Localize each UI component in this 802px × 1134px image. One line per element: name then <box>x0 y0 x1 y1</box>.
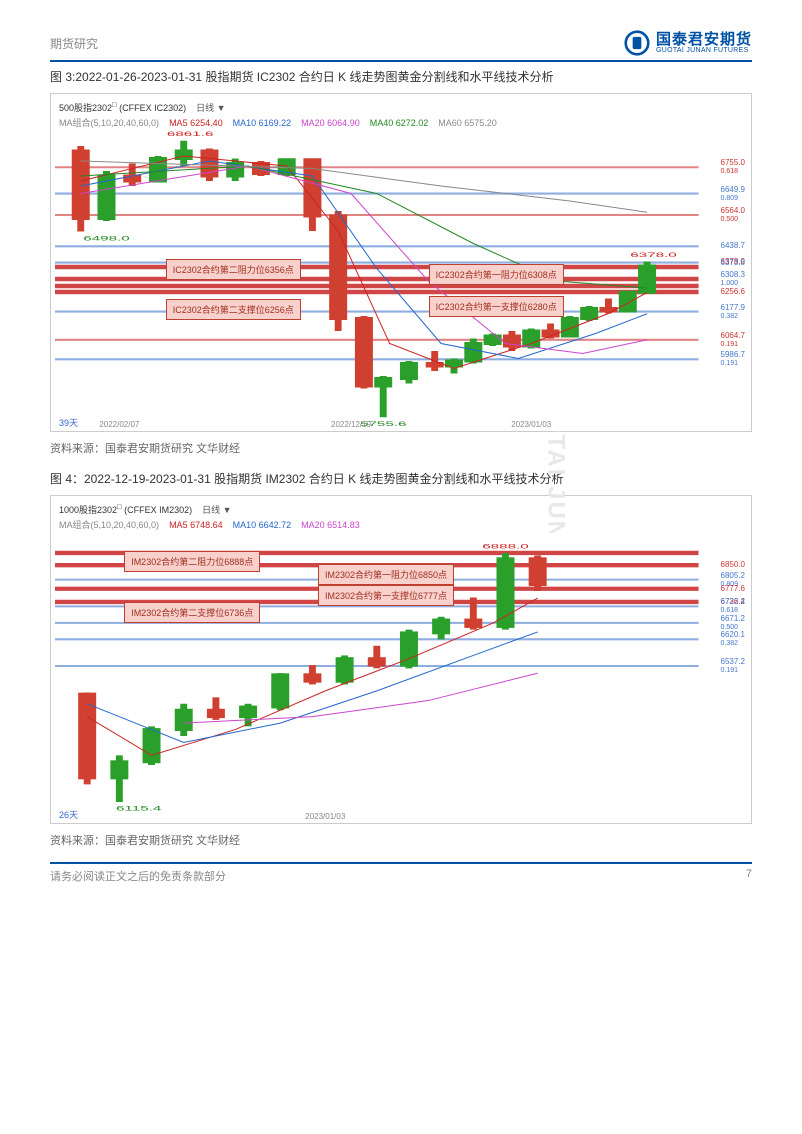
chart-bar-count: 39天 <box>59 416 78 429</box>
logo-en: GUOTAI JUNAN FUTURES <box>656 47 752 54</box>
logo-icon <box>624 30 650 56</box>
page-header: 期货研究 国泰君安期货 GUOTAI JUNAN FUTURES <box>50 30 752 56</box>
svg-text:6861.6: 6861.6 <box>167 131 214 138</box>
figure-source: 资料来源：国泰君安期货研究 文华财经 <box>50 440 752 456</box>
chart-ma-legend: MA组合(5,10,20,40,60,0)MA5 6748.64MA10 664… <box>55 518 747 533</box>
figure-source: 资料来源：国泰君安期货研究 文华财经 <box>50 832 752 848</box>
page-footer: 请务必阅读正文之后的免责条款部分 7 <box>50 868 752 884</box>
candlestick-chart: 1000股指2302□ (CFFEX IM2302) 日线 ▼ MA组合(5,1… <box>50 495 752 824</box>
doc-title: 期货研究 <box>50 35 98 52</box>
svg-text:6888.0: 6888.0 <box>482 543 529 550</box>
chart-instrument-header: 500股指2302□ (CFFEX IC2302) 日线 ▼ <box>55 98 747 116</box>
header-rule <box>50 60 752 62</box>
footer-rule <box>50 862 752 864</box>
disclaimer-text: 请务必阅读正文之后的免责条款部分 <box>50 868 226 884</box>
chart-annotation: IC2302合约第一阻力位6308点 <box>429 264 564 285</box>
chart-annotation: IC2302合约第一支撑位6280点 <box>429 296 564 317</box>
svg-text:6498.0: 6498.0 <box>83 235 130 242</box>
figure-title: 图 3:2022-01-26-2023-01-31 股指期货 IC2302 合约… <box>50 68 752 85</box>
chart-annotation: IM2302合约第一阻力位6850点 <box>318 564 454 585</box>
chart-annotation: IM2302合约第一支撑位6777点 <box>318 585 454 606</box>
svg-text:6115.4: 6115.4 <box>116 805 162 812</box>
chart-annotation: IM2302合约第二阻力位6888点 <box>124 551 260 572</box>
svg-text:6378.0: 6378.0 <box>630 251 677 258</box>
company-logo: 国泰君安期货 GUOTAI JUNAN FUTURES <box>624 30 752 56</box>
figure-title: 图 4：2022-12-19-2023-01-31 股指期货 IM2302 合约… <box>50 470 752 487</box>
chart-annotation: IM2302合约第二支撑位6736点 <box>124 602 260 623</box>
chart-instrument-header: 1000股指2302□ (CFFEX IM2302) 日线 ▼ <box>55 500 747 518</box>
chart-bar-count: 26天 <box>59 808 78 821</box>
logo-cn: 国泰君安期货 <box>656 32 752 47</box>
chart-annotation: IC2302合约第二阻力位6356点 <box>166 259 301 280</box>
page-number: 7 <box>746 868 752 884</box>
chart-ma-legend: MA组合(5,10,20,40,60,0)MA5 6254.40MA10 616… <box>55 116 747 131</box>
chart-annotation: IC2302合约第二支撑位6256点 <box>166 299 301 320</box>
candlestick-chart: 500股指2302□ (CFFEX IC2302) 日线 ▼ MA组合(5,10… <box>50 93 752 432</box>
